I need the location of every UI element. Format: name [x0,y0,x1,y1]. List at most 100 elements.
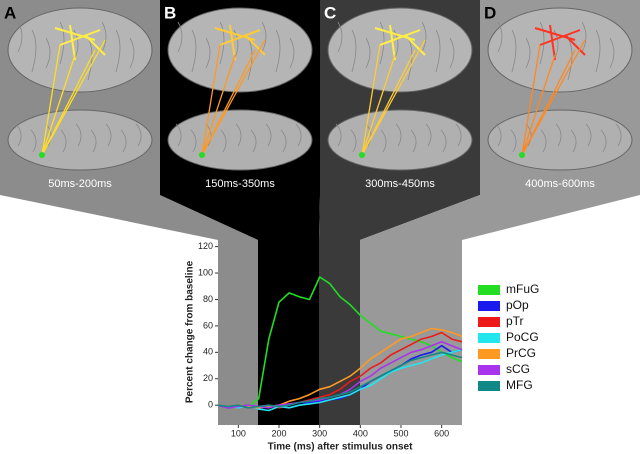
connection [361,44,381,156]
gyrus [235,123,242,147]
gyrus [261,21,267,53]
legend-label: pOp [506,298,529,312]
gyrus [105,123,112,147]
gyrus [595,29,601,73]
legend-swatch [478,381,500,391]
connection [361,49,416,156]
gyrus [175,123,182,147]
connection [564,34,586,56]
connection [69,24,76,61]
gyrus [275,29,281,73]
node [199,152,205,158]
y-tick-label: 100 [198,267,213,277]
gyrus [219,21,225,65]
y-tick-label: 40 [203,347,213,357]
gyrus [120,129,127,153]
time-window: 300ms-450ms [365,178,435,190]
gyrus [250,129,257,153]
gyrus [190,129,197,153]
connection [229,24,236,61]
gyrus [295,123,302,147]
connection [521,49,576,156]
gyrus [205,37,211,69]
gyrus [600,129,607,153]
connection [201,49,256,156]
gyrus [449,37,455,69]
legend-label: PrCG [506,346,536,360]
gyrus [30,129,37,153]
gyrus [335,123,342,147]
legend-label: sCG [506,362,530,376]
gyrus [615,123,622,147]
legend-swatch [478,333,500,343]
gyrus [15,123,22,147]
legend-swatch [478,349,500,359]
gyrus [31,29,37,73]
series-line [217,348,463,412]
x-tick-label: 400 [353,428,368,438]
legend-swatch [478,301,500,311]
node [519,152,525,158]
y-tick-label: 0 [208,400,213,410]
gyrus [129,37,135,69]
gyrus [455,123,462,147]
connection [41,39,106,156]
gyrus [59,21,65,65]
connection [361,39,426,156]
node [359,152,365,158]
gyrus [191,29,197,73]
legend-label: pTr [506,314,524,328]
gyrus [421,21,427,53]
connection [521,39,586,156]
connection [549,24,556,61]
connection [389,24,396,61]
legend-swatch [478,317,500,327]
gyrus [289,37,295,69]
connection [539,29,581,46]
connection [84,34,106,56]
connection [201,54,236,156]
connection [201,39,266,156]
gyrus [350,129,357,153]
gyrus [609,37,615,69]
panel-letter: D [484,3,496,22]
time-window: 50ms-200ms [48,178,112,190]
panel-letter: C [324,3,336,22]
legend-label: mFuG [506,282,539,296]
gyrus [435,29,441,73]
panel-letter: A [4,3,16,22]
shade [360,240,462,425]
connection [41,54,76,156]
time-window: 400ms-600ms [525,178,595,190]
legend-label: PoCG [506,330,539,344]
gyrus [555,123,562,147]
series-line [217,276,463,409]
connection [404,34,426,56]
gyrus [90,129,97,153]
gyrus [280,129,287,153]
gyrus [495,123,502,147]
series-line [217,327,463,409]
gyrus [497,21,503,53]
gyrus [177,21,183,53]
gyrus [511,29,517,73]
x-tick-label: 500 [393,428,408,438]
gyrus [539,21,545,65]
gyrus [510,129,517,153]
legend-swatch [478,285,500,295]
panel-letter: B [164,3,176,22]
y-tick-label: 120 [198,241,213,251]
y-tick-label: 60 [203,320,213,330]
time-window: 150ms-350ms [205,178,275,190]
gyrus [220,129,227,153]
gyrus [75,123,82,147]
gyrus [365,37,371,69]
connection [219,29,261,46]
x-tick-label: 600 [434,428,449,438]
gyrus [265,123,272,147]
gyrus [585,123,592,147]
connection [59,29,101,46]
connection [521,54,556,156]
connection [244,34,266,56]
node [39,152,45,158]
